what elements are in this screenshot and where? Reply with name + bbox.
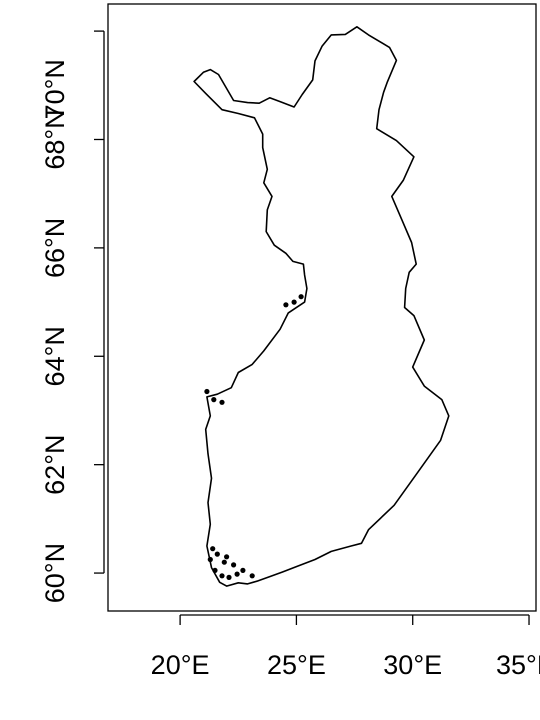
island-marker <box>249 573 255 579</box>
y-tick-label: 68°N <box>40 109 70 169</box>
x-axis-longitude: 20°E 25°E 30°E 35°E <box>151 614 540 680</box>
island-marker <box>224 554 230 560</box>
island-marker <box>219 399 225 405</box>
island-marker <box>219 573 225 579</box>
x-tick-label: 25°E <box>267 650 326 680</box>
y-tick-label: 60°N <box>40 543 70 603</box>
island-marker <box>240 567 246 574</box>
plot-frame <box>107 3 537 612</box>
island-marker <box>226 574 232 581</box>
island-marker <box>283 302 289 308</box>
y-axis-latitude: 60°N 62°N 64°N 66°N 68°N70°N <box>40 30 105 603</box>
island-marker <box>234 571 240 577</box>
y-tick-label: 66°N <box>40 218 70 278</box>
island-marker <box>214 551 220 557</box>
y-tick-label: 64°N <box>40 326 70 386</box>
x-tick-label: 30°E <box>383 650 442 680</box>
island-marker <box>231 562 237 568</box>
island-marker <box>211 397 217 403</box>
x-tick-label: 35°E <box>496 650 540 680</box>
island-marker <box>291 299 297 305</box>
island-marker <box>221 559 227 565</box>
y-tick-label: 62°N <box>40 435 70 495</box>
island-marker <box>204 388 210 395</box>
finland-country-outline <box>193 26 450 587</box>
island-marker <box>210 546 216 552</box>
x-tick-label: 20°E <box>151 650 210 680</box>
y-tick-label: 70°N <box>40 59 70 119</box>
island-markers-layer <box>204 294 304 581</box>
island-marker <box>298 294 304 300</box>
